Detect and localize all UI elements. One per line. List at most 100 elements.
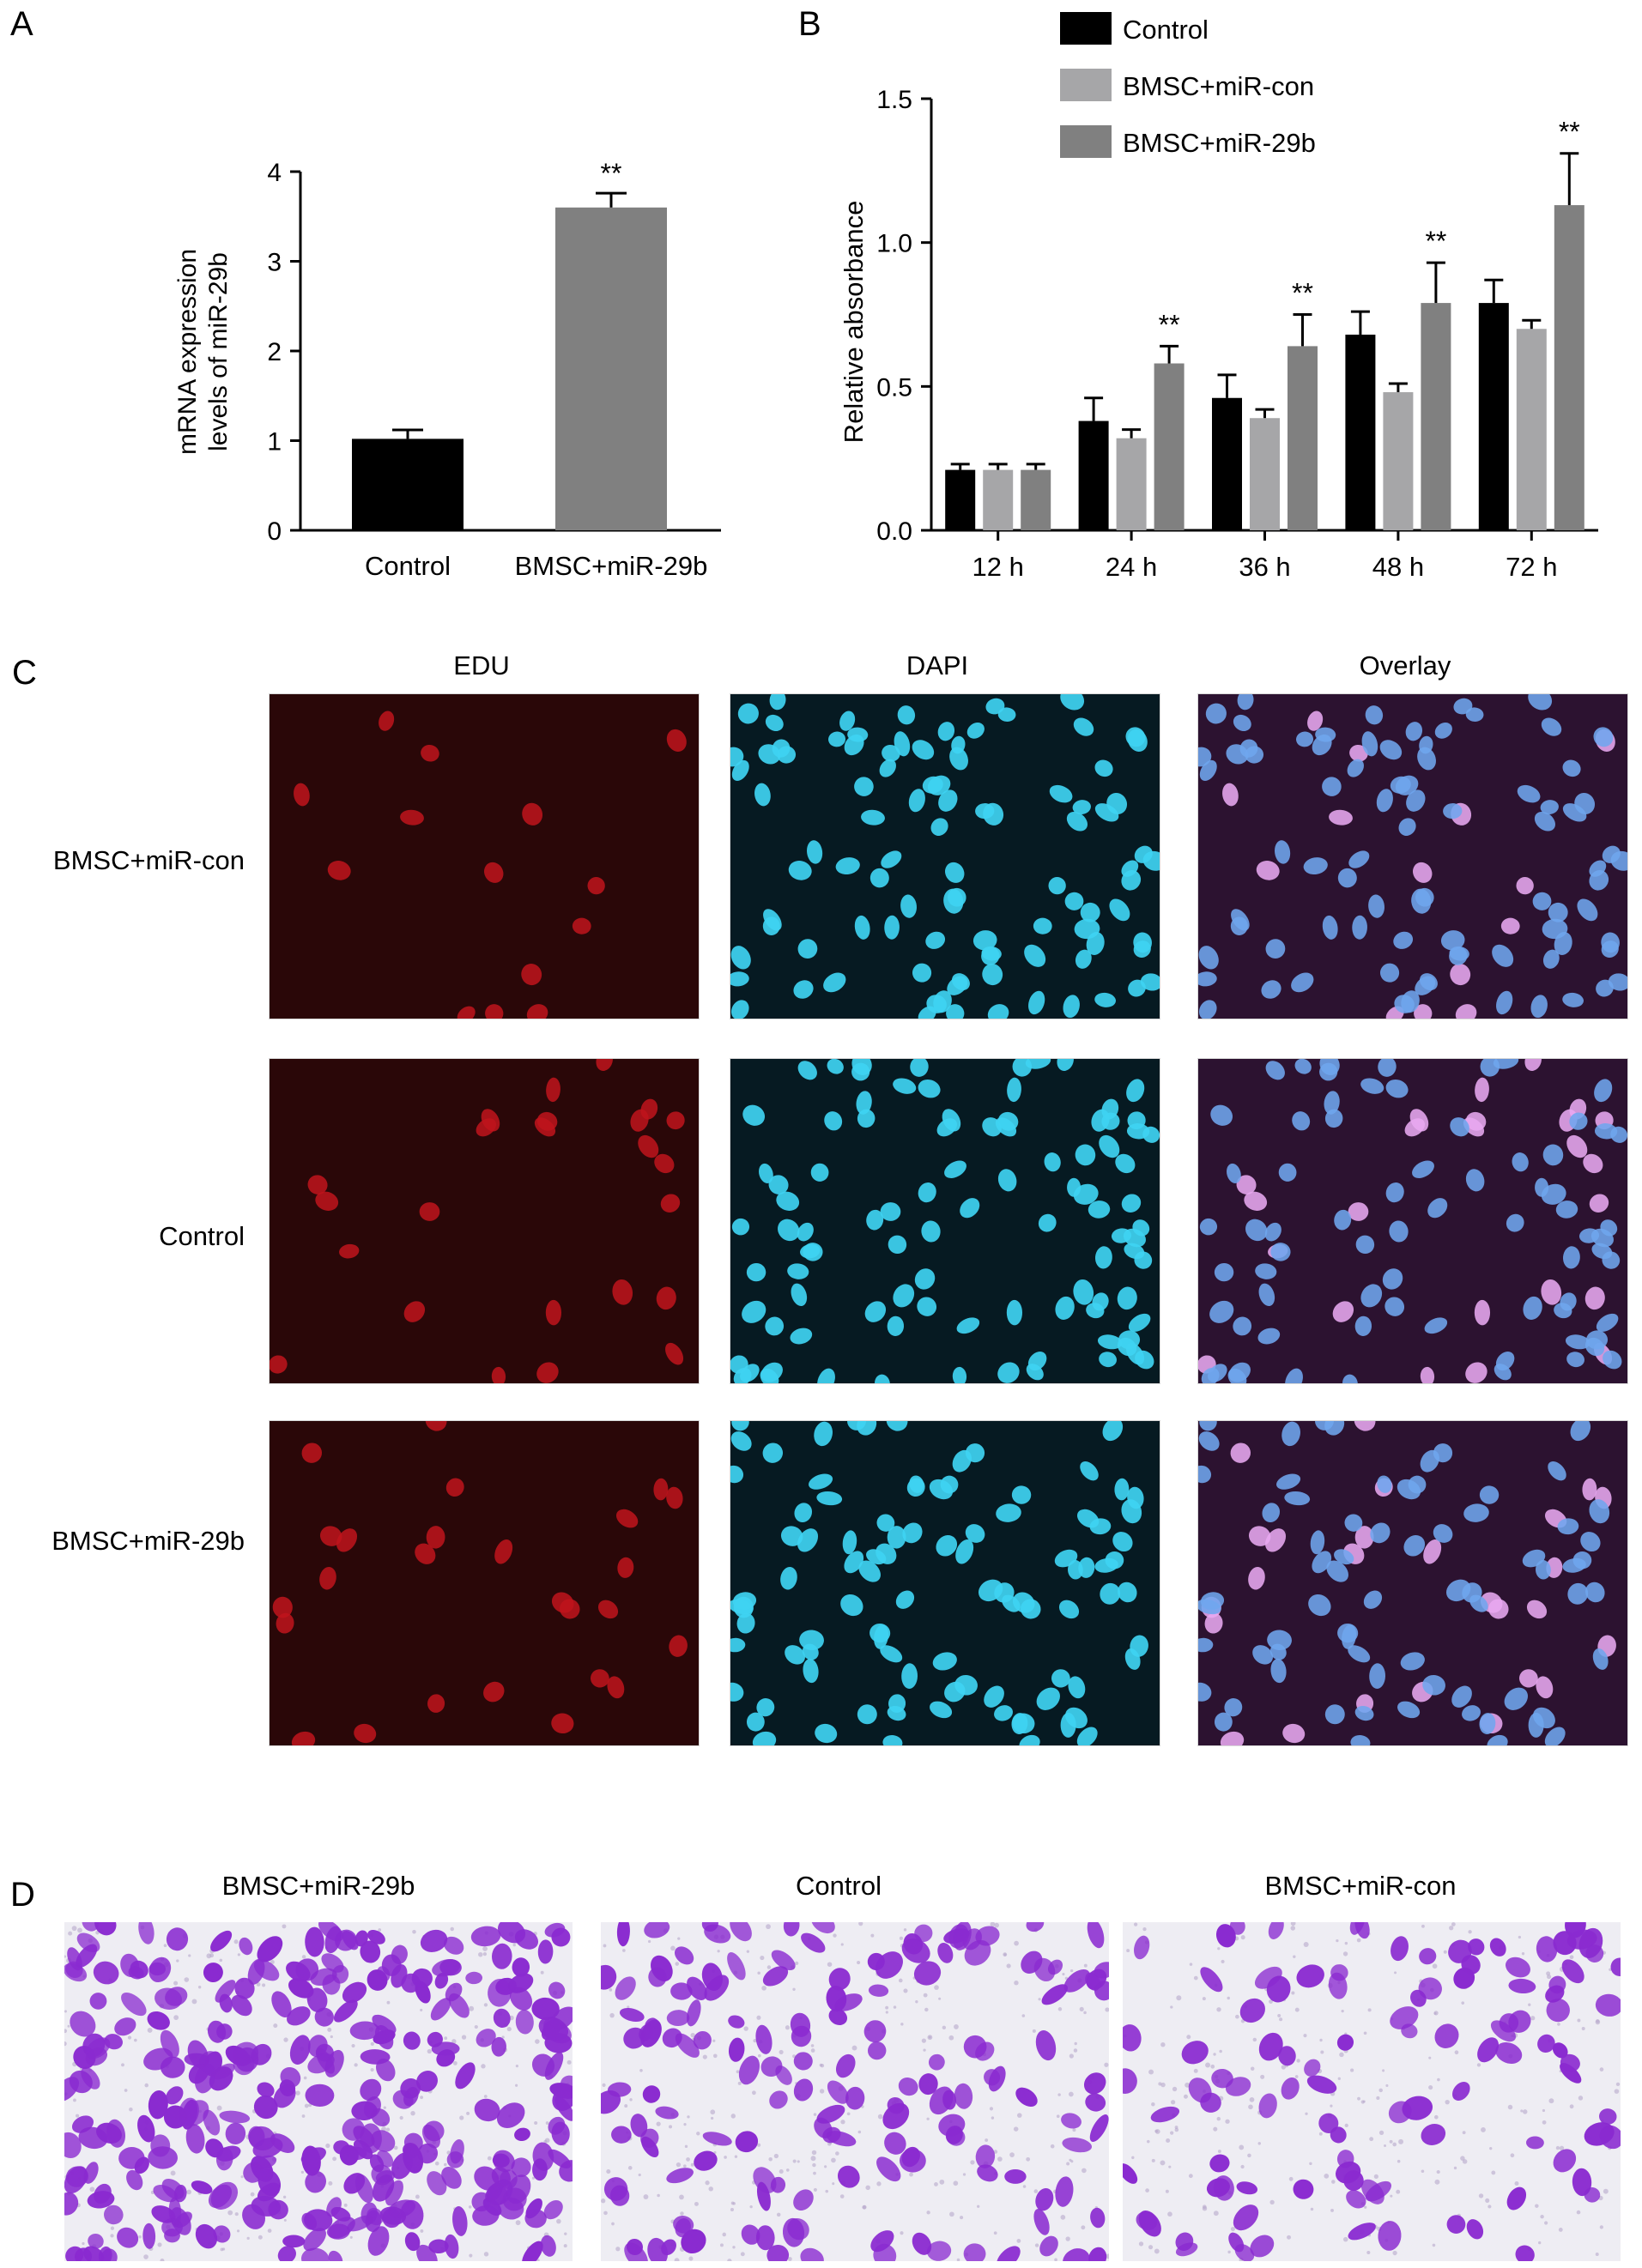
migrated-cell (868, 1984, 889, 1997)
membrane-pore (717, 1950, 720, 1953)
nucleus (1230, 1442, 1251, 1463)
nucleus (1565, 1334, 1590, 1350)
nucleus (1465, 1111, 1487, 1131)
nucleus (1265, 1061, 1285, 1080)
edu-positive-nucleus (536, 1362, 559, 1383)
membrane-pore (1006, 1963, 1011, 1969)
nucleus (1530, 995, 1548, 1019)
membrane-pore (412, 1929, 416, 1934)
nucleus (1282, 1723, 1306, 1744)
nucleus (797, 1061, 817, 1080)
migrated-cell (845, 2086, 865, 2110)
nucleus (1055, 1296, 1075, 1320)
membrane-pore (256, 1982, 261, 1987)
nucleus (1541, 1183, 1566, 1205)
nucleus (762, 916, 780, 935)
migrated-cell (1236, 2181, 1258, 2195)
membrane-pore (481, 2064, 486, 2069)
membrane-pore (144, 2083, 148, 2088)
migrated-cell (148, 1957, 172, 1983)
nucleus (1348, 850, 1370, 868)
nucleus (1453, 698, 1473, 715)
membrane-pore (877, 2114, 883, 2120)
membrane-pore (563, 2244, 567, 2248)
membrane-pore (349, 2235, 353, 2239)
membrane-pore (147, 2027, 153, 2033)
membrane-pore (300, 2170, 305, 2174)
membrane-pore (1145, 2188, 1149, 2192)
nucleus (1236, 1175, 1257, 1194)
migrated-cell (963, 2243, 986, 2261)
nucleus (1523, 1296, 1542, 1320)
membrane-pore (779, 2049, 784, 2055)
membrane-pore (67, 2024, 70, 2028)
nucleus (1267, 1630, 1292, 1651)
edu-positive-nucleus (327, 861, 351, 880)
membrane-pore (1596, 2019, 1600, 2023)
membrane-pore (1476, 2063, 1481, 2067)
nucleus (768, 1175, 789, 1194)
migrated-cell (514, 2127, 530, 2141)
nucleus (1324, 1109, 1343, 1128)
membrane-pore (1528, 2003, 1531, 2006)
membrane-pore (1385, 2084, 1389, 2087)
nucleus (1370, 1522, 1391, 1544)
nucleus (844, 1551, 864, 1574)
nucleus (1493, 1058, 1519, 1069)
migrated-cell (448, 1993, 470, 2018)
nucleus (1480, 1058, 1500, 1077)
nucleus (1124, 1648, 1141, 1670)
membrane-pore (1032, 2029, 1036, 2033)
membrane-pore (234, 2212, 239, 2217)
migrated-cell (741, 2224, 760, 2245)
nucleus (1354, 1705, 1374, 1721)
membrane-pore (1344, 2123, 1348, 2128)
migrated-cell (371, 2130, 396, 2152)
migrated-cell (1348, 2223, 1376, 2241)
migrated-cell (687, 1976, 707, 2000)
migrated-cell (918, 2073, 938, 2096)
membrane-pore (1558, 2227, 1563, 2232)
membrane-pore (1079, 2006, 1084, 2012)
membrane-pore (1542, 2108, 1546, 2113)
nucleus (1608, 973, 1628, 991)
bar (1288, 346, 1318, 530)
nucleus (1296, 731, 1314, 747)
migrated-cell (615, 1976, 636, 2000)
migrated-cell (355, 2174, 373, 2204)
overlay-image-control (1197, 1058, 1628, 1384)
migrated-cell (1419, 1948, 1437, 1965)
migrated-cell (277, 2246, 296, 2261)
edu-positive-nucleus (545, 1299, 562, 1326)
nucleus (1541, 1279, 1562, 1305)
nucleus (1562, 1557, 1586, 1573)
membrane-pore (1577, 2018, 1581, 2023)
migrated-cell (1293, 2179, 1314, 2199)
membrane-pore (1193, 1975, 1198, 1981)
nucleus (730, 946, 751, 970)
migrated-cell (497, 1922, 526, 1944)
nucleus (787, 1263, 809, 1279)
membrane-pore (1330, 2208, 1334, 2212)
membrane-pore (68, 1931, 73, 1936)
nucleus (1324, 1420, 1345, 1436)
edu-positive-nucleus (485, 1004, 504, 1019)
membrane-pore (705, 2180, 710, 2186)
membrane-pore (1016, 2239, 1021, 2243)
migrated-cell (205, 2138, 224, 2158)
membrane-pore (903, 1928, 907, 1932)
membrane-pore (676, 2162, 682, 2168)
migrated-cell (1508, 1978, 1536, 1994)
membrane-pore (686, 2157, 690, 2162)
migrated-cell (64, 2077, 80, 2102)
migrated-cell (137, 2114, 155, 2143)
migrated-cell (762, 1966, 789, 1987)
edu-positive-nucleus (269, 1355, 288, 1374)
nucleus (1114, 1478, 1130, 1501)
migrated-cell (644, 1922, 670, 1938)
nucleus (1210, 1104, 1233, 1126)
migrated-cell (416, 2071, 438, 2092)
membrane-pore (77, 1927, 82, 1933)
membrane-pore (1603, 2188, 1609, 2194)
nucleus (1275, 840, 1291, 864)
